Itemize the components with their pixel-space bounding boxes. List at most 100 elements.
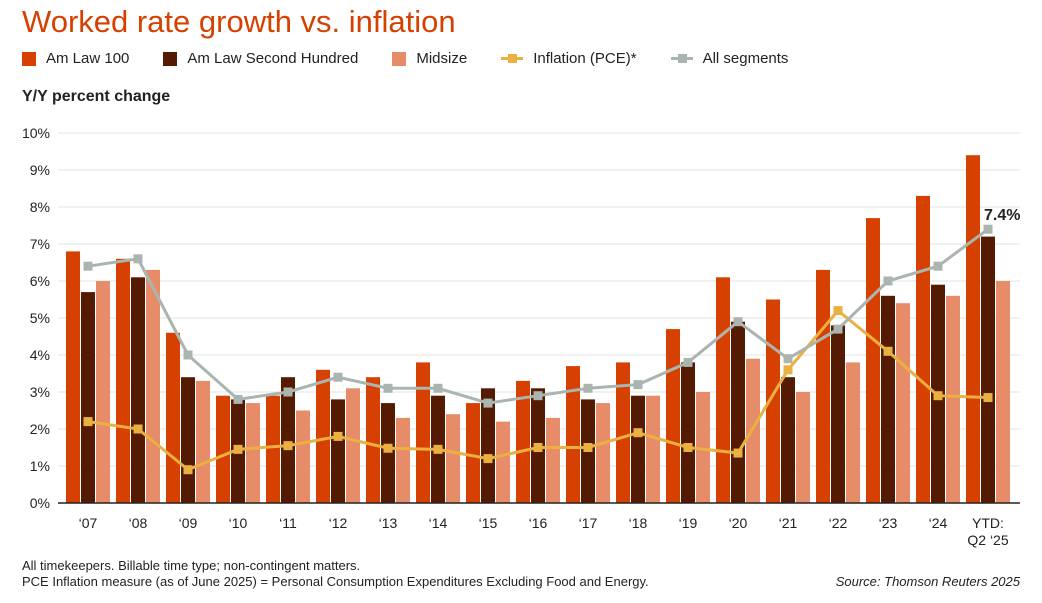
marker xyxy=(983,224,993,234)
marker xyxy=(733,317,743,327)
x-tick-label: ‘15 xyxy=(479,515,498,531)
bar-am-law-100 xyxy=(516,380,530,503)
bar-am-law-100 xyxy=(616,362,630,503)
y-tick-label: 0% xyxy=(30,495,50,511)
bar-am-law-second-hundred xyxy=(481,388,495,503)
bar-midsize xyxy=(596,403,610,503)
x-tick-label: ‘22 xyxy=(829,515,848,531)
bar-midsize xyxy=(396,417,410,503)
legend-line xyxy=(670,54,693,63)
bar-am-law-100 xyxy=(416,362,430,503)
marker xyxy=(983,393,993,403)
legend-swatch xyxy=(392,51,407,66)
chart-title: Worked rate growth vs. inflation xyxy=(22,4,456,39)
footnote-2: PCE Inflation measure (as of June 2025) … xyxy=(22,574,649,589)
x-tick-label: ‘07 xyxy=(79,515,98,531)
legend-line xyxy=(501,54,524,63)
y-tick-label: 8% xyxy=(30,199,50,215)
marker xyxy=(133,254,143,264)
bar-am-law-second-hundred xyxy=(631,395,645,503)
source: Source: Thomson Reuters 2025 xyxy=(835,574,1020,589)
marker xyxy=(333,372,343,382)
legend-label: All segments xyxy=(702,50,789,67)
bar-am-law-100 xyxy=(116,258,130,503)
marker xyxy=(783,365,793,375)
bar-am-law-100 xyxy=(266,395,280,503)
marker xyxy=(933,261,943,271)
marker xyxy=(583,443,593,452)
legend-item-inflation: Inflation (PCE)* xyxy=(501,50,637,67)
bar-am-law-100 xyxy=(666,329,680,503)
y-tick-label: 2% xyxy=(30,421,50,437)
bar-midsize xyxy=(796,392,810,503)
marker xyxy=(483,454,493,464)
legend-item-second-hundred: Am Law Second Hundred xyxy=(163,50,358,67)
marker xyxy=(833,324,843,334)
marker xyxy=(433,444,443,454)
bar-midsize xyxy=(246,403,260,503)
y-tick-label: 4% xyxy=(30,347,50,363)
bar-midsize xyxy=(146,269,160,503)
x-tick-label: ‘13 xyxy=(379,515,398,531)
x-tick-label: ‘18 xyxy=(629,515,648,531)
marker xyxy=(333,431,343,441)
x-tick-label: ‘23 xyxy=(879,515,898,531)
bar-am-law-second-hundred xyxy=(831,325,845,503)
x-tick-label: ‘14 xyxy=(429,515,448,531)
bar-am-law-100 xyxy=(716,277,730,503)
y-tick-label: 6% xyxy=(30,273,50,289)
x-tick-label: ‘08 xyxy=(129,515,148,531)
legend-label: Inflation (PCE)* xyxy=(533,50,637,67)
x-tick-label: YTD: xyxy=(972,515,1004,531)
x-tick-label: ‘09 xyxy=(179,515,198,531)
bar-midsize xyxy=(446,414,460,503)
marker xyxy=(533,443,543,452)
bar-am-law-second-hundred xyxy=(731,321,745,503)
legend-item-midsize: Midsize xyxy=(392,50,467,67)
bar-am-law-100 xyxy=(216,395,230,503)
bar-midsize xyxy=(646,395,660,503)
x-tick-label: ‘16 xyxy=(529,515,548,531)
bar-midsize xyxy=(496,421,510,503)
marker xyxy=(733,448,743,458)
bar-am-law-100 xyxy=(566,366,580,503)
y-tick-label: 7% xyxy=(30,236,50,252)
y-axis-label: Y/Y percent change xyxy=(22,88,171,105)
marker xyxy=(283,441,293,451)
bar-am-law-second-hundred xyxy=(781,377,795,503)
bar-am-law-100 xyxy=(316,369,330,503)
x-tick-label: ‘19 xyxy=(679,515,698,531)
marker xyxy=(183,350,193,360)
bar-midsize xyxy=(996,281,1010,503)
bar-am-law-100 xyxy=(966,155,980,503)
bar-am-law-100 xyxy=(66,251,80,503)
x-tick-label: ‘10 xyxy=(229,515,248,531)
bar-midsize xyxy=(96,281,110,503)
footnote-1: All timekeepers. Billable time type; non… xyxy=(22,558,361,573)
marker xyxy=(83,261,93,271)
bar-am-law-second-hundred xyxy=(381,403,395,503)
bar-am-law-second-hundred xyxy=(681,362,695,503)
x-tick-label: ‘24 xyxy=(929,515,948,531)
bar-am-law-second-hundred xyxy=(181,377,195,503)
marker xyxy=(233,444,243,454)
marker xyxy=(383,443,393,453)
bar-midsize xyxy=(846,362,860,503)
marker xyxy=(683,357,693,367)
bar-midsize xyxy=(546,417,560,503)
marker xyxy=(833,306,843,316)
marker xyxy=(183,465,193,475)
bar-am-law-second-hundred xyxy=(331,399,345,503)
bar-midsize xyxy=(296,410,310,503)
bar-am-law-100 xyxy=(816,269,830,503)
annotation-label: 7.4% xyxy=(984,207,1020,224)
marker xyxy=(583,383,593,393)
marker xyxy=(233,394,243,404)
bar-am-law-second-hundred xyxy=(81,292,95,503)
bar-midsize xyxy=(896,303,910,503)
bar-midsize xyxy=(946,295,960,503)
bar-am-law-second-hundred xyxy=(131,277,145,503)
legend-item-am-law-100: Am Law 100 xyxy=(22,50,129,67)
y-tick-label: 9% xyxy=(30,162,50,178)
bar-am-law-second-hundred xyxy=(881,295,895,503)
